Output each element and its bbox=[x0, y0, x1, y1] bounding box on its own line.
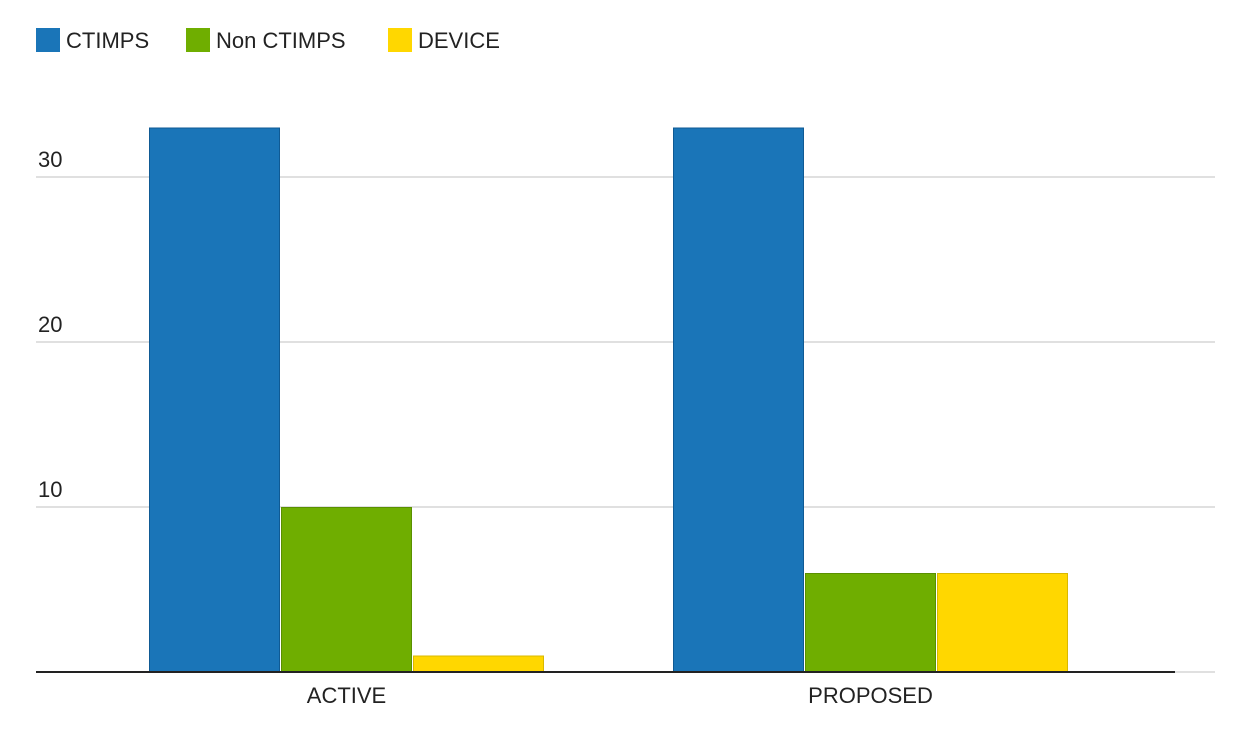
legend-label: CTIMPS bbox=[66, 28, 149, 53]
x-category-label: ACTIVE bbox=[307, 683, 386, 708]
y-axis-ticks: 10 20 30 bbox=[38, 147, 62, 502]
bar-device-active bbox=[413, 655, 544, 673]
x-category-label: PROPOSED bbox=[808, 683, 933, 708]
legend-swatch bbox=[388, 28, 412, 52]
bar-ctimps-proposed bbox=[673, 127, 804, 673]
bar-device-proposed bbox=[937, 573, 1068, 673]
bars bbox=[149, 127, 1068, 673]
legend-swatch bbox=[186, 28, 210, 52]
bar-ctimps-active bbox=[149, 127, 280, 673]
x-axis-labels: ACTIVE PROPOSED bbox=[307, 683, 933, 708]
y-tick-label: 10 bbox=[38, 477, 62, 502]
bar-non-ctimps-active bbox=[281, 507, 412, 673]
legend-label: Non CTIMPS bbox=[216, 28, 346, 53]
bar-non-ctimps-proposed bbox=[805, 573, 936, 673]
legend-swatch bbox=[36, 28, 60, 52]
legend: CTIMPS Non CTIMPS DEVICE bbox=[36, 28, 500, 53]
y-tick-label: 20 bbox=[38, 312, 62, 337]
legend-label: DEVICE bbox=[418, 28, 500, 53]
y-tick-label: 30 bbox=[38, 147, 62, 172]
